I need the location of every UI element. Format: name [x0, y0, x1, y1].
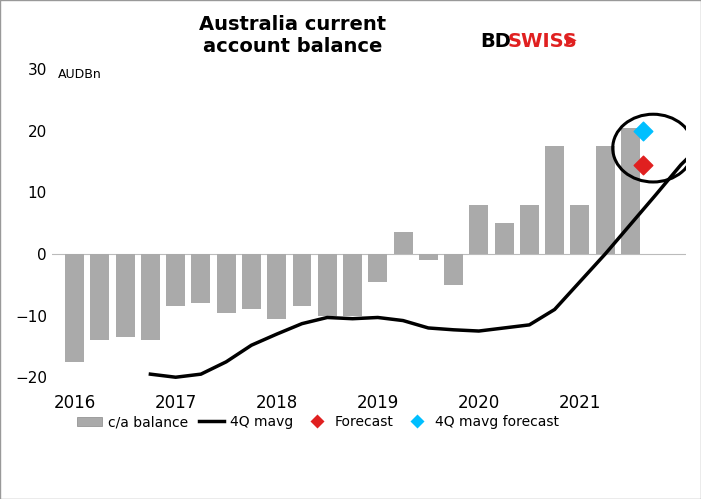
Bar: [571, 205, 590, 254]
Bar: [343, 254, 362, 316]
Bar: [621, 128, 640, 254]
Bar: [444, 254, 463, 285]
Text: BD: BD: [480, 32, 511, 51]
Bar: [191, 254, 210, 303]
Bar: [242, 254, 261, 309]
Bar: [418, 254, 438, 260]
Bar: [217, 254, 236, 312]
Point: [637, 161, 648, 169]
Text: ▶: ▶: [566, 32, 577, 46]
Bar: [470, 205, 489, 254]
Bar: [596, 146, 615, 254]
Bar: [545, 146, 564, 254]
Bar: [267, 254, 286, 319]
Bar: [495, 223, 514, 254]
Point: [637, 127, 648, 135]
Title: Australia current
account balance: Australia current account balance: [199, 15, 386, 56]
Bar: [90, 254, 109, 340]
Bar: [292, 254, 311, 306]
Text: SWISS: SWISS: [508, 32, 578, 51]
Text: AUDBn: AUDBn: [58, 68, 102, 81]
Bar: [318, 254, 336, 316]
Bar: [116, 254, 135, 337]
Bar: [393, 233, 412, 254]
Bar: [520, 205, 539, 254]
Bar: [141, 254, 160, 340]
Bar: [368, 254, 387, 282]
Legend: c/a balance, 4Q mavg, Forecast, 4Q mavg forecast: c/a balance, 4Q mavg, Forecast, 4Q mavg …: [72, 410, 565, 435]
Bar: [65, 254, 84, 362]
Bar: [166, 254, 185, 306]
